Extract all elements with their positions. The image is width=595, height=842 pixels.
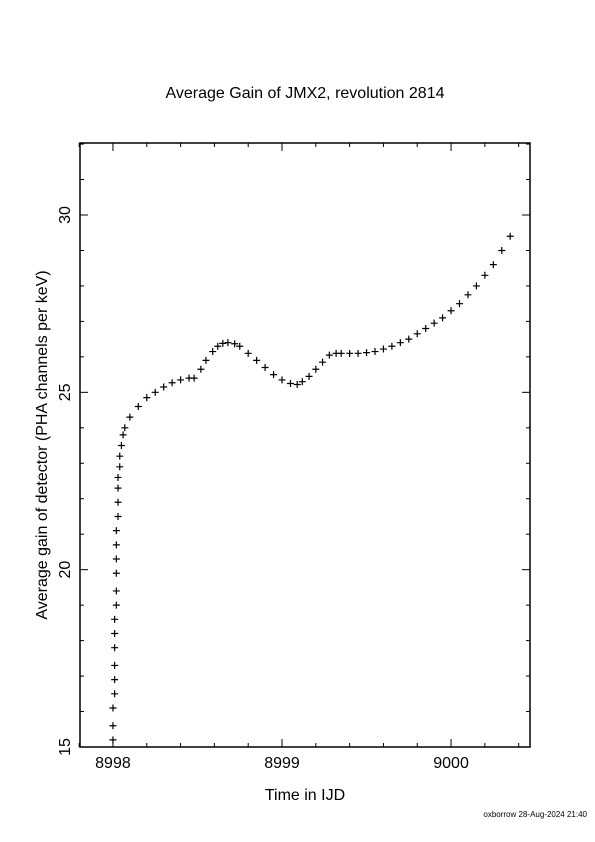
point xyxy=(298,378,306,386)
point xyxy=(121,424,129,432)
point xyxy=(319,358,327,366)
point xyxy=(371,348,379,356)
point xyxy=(422,324,430,332)
point xyxy=(405,335,413,343)
chart-title: Average Gain of JMX2, revolution 2814 xyxy=(166,85,445,102)
point xyxy=(114,473,122,481)
point xyxy=(447,307,455,315)
point xyxy=(388,342,396,350)
point xyxy=(112,541,120,549)
point xyxy=(111,644,119,652)
point xyxy=(160,383,168,391)
point xyxy=(363,349,371,357)
point xyxy=(112,527,120,535)
point xyxy=(219,339,227,347)
point xyxy=(498,246,506,254)
point xyxy=(111,630,119,638)
point xyxy=(197,365,205,373)
point xyxy=(111,676,119,684)
point xyxy=(119,431,127,439)
y-tick-label: 30 xyxy=(57,206,74,224)
point xyxy=(489,261,497,269)
point xyxy=(111,690,119,698)
point xyxy=(337,349,345,357)
point xyxy=(464,291,472,299)
point xyxy=(202,356,210,364)
point xyxy=(116,463,124,471)
point xyxy=(346,349,354,357)
point xyxy=(413,330,421,338)
y-tick-label: 20 xyxy=(57,561,74,579)
y-axis-label: Average gain of detector (PHA channels p… xyxy=(34,270,51,619)
point xyxy=(112,587,120,595)
point xyxy=(143,394,151,402)
point xyxy=(224,339,232,347)
point xyxy=(112,601,120,609)
point xyxy=(312,365,320,373)
x-axis-label: Time in IJD xyxy=(265,787,345,804)
point xyxy=(481,271,489,279)
point xyxy=(116,452,124,460)
point xyxy=(456,300,464,308)
y-tick-label: 25 xyxy=(57,383,74,401)
x-tick-label: 8998 xyxy=(95,755,131,772)
x-tick-label: 9000 xyxy=(433,755,469,772)
point xyxy=(111,661,119,669)
point xyxy=(379,345,387,353)
point xyxy=(261,364,269,372)
plot-frame xyxy=(79,142,531,748)
point xyxy=(109,722,117,730)
point xyxy=(278,376,286,384)
point xyxy=(214,342,222,350)
point xyxy=(305,372,313,380)
point xyxy=(151,388,159,396)
footer: oxborrow 28-Aug-2024 21:40 xyxy=(483,810,587,819)
point xyxy=(190,374,198,382)
point xyxy=(439,314,447,322)
point xyxy=(111,615,119,623)
point xyxy=(286,379,294,387)
point xyxy=(430,319,438,327)
point xyxy=(231,340,239,348)
point xyxy=(109,736,117,744)
point xyxy=(114,512,122,520)
point xyxy=(209,348,217,356)
point xyxy=(114,498,122,506)
point xyxy=(472,282,480,290)
point xyxy=(253,356,261,364)
point xyxy=(354,349,362,357)
point xyxy=(109,704,117,712)
y-tick-label: 15 xyxy=(57,738,74,756)
point xyxy=(177,376,185,384)
point xyxy=(236,342,244,350)
point xyxy=(506,232,514,240)
point xyxy=(293,381,301,389)
point xyxy=(114,484,122,492)
point xyxy=(244,349,252,357)
point xyxy=(396,339,404,347)
point xyxy=(270,371,278,379)
point xyxy=(112,555,120,563)
point xyxy=(117,442,125,450)
x-tick-label: 8999 xyxy=(264,755,300,772)
point xyxy=(168,379,176,387)
point xyxy=(325,351,333,359)
point xyxy=(126,413,134,421)
point xyxy=(134,403,142,411)
point xyxy=(112,569,120,577)
